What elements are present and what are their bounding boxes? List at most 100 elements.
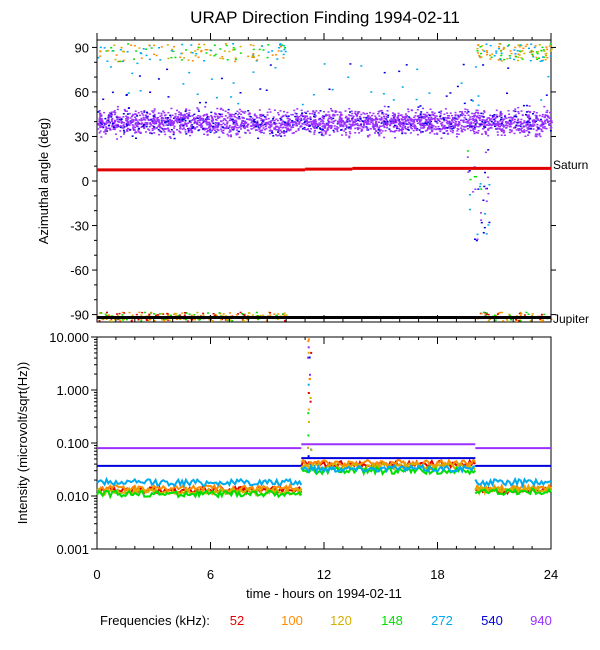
azimuth-point xyxy=(520,313,523,315)
azimuth-point xyxy=(144,123,147,126)
azimuth-point xyxy=(480,188,483,190)
azimuth-point xyxy=(475,131,478,133)
azimuth-point xyxy=(390,123,393,125)
azimuth-point xyxy=(218,123,221,126)
azimuth-point xyxy=(519,125,522,128)
azimuth-point xyxy=(546,57,549,59)
azimuth-point xyxy=(131,120,133,123)
azimuth-point xyxy=(478,54,481,57)
azimuth-point xyxy=(540,313,543,316)
azimuth-point xyxy=(204,121,207,123)
azimuth-point xyxy=(138,47,141,49)
azimuth-point xyxy=(347,117,350,119)
azimuth-point xyxy=(445,130,448,132)
azimuth-point xyxy=(487,120,490,123)
azimuth-point xyxy=(382,119,385,122)
azimuth-point xyxy=(487,313,490,316)
azimuth-point xyxy=(362,112,365,114)
azimuth-point xyxy=(130,44,133,46)
azimuth-point xyxy=(420,111,423,113)
azimuth-point xyxy=(411,127,414,130)
azimuth-point xyxy=(542,56,544,58)
azimuth-point xyxy=(500,130,503,133)
azimuth-point xyxy=(268,130,271,132)
azimuth-point xyxy=(269,64,272,66)
azimuth-point xyxy=(270,120,273,122)
azimuth-point xyxy=(140,119,143,121)
azimuth-point xyxy=(483,111,486,113)
azimuth-point xyxy=(176,129,178,131)
azimuth-point xyxy=(319,110,322,112)
azimuth-point xyxy=(182,114,185,117)
azimuth-point xyxy=(382,124,385,126)
azimuth-point xyxy=(287,120,290,122)
azimuth-point xyxy=(543,56,546,58)
azimuth-point xyxy=(542,319,545,321)
azimuth-point xyxy=(299,114,302,116)
azimuth-point xyxy=(533,46,536,49)
azimuth-point xyxy=(181,123,184,126)
azimuth-point xyxy=(131,319,134,321)
azimuth-point xyxy=(179,116,182,118)
azimuth-point xyxy=(430,120,432,123)
azimuth-point xyxy=(286,111,289,114)
azimuth-point xyxy=(252,71,255,73)
azimuth-point xyxy=(195,122,198,124)
azimuth-point xyxy=(294,112,297,114)
azimuth-point xyxy=(111,126,114,128)
azimuth-point xyxy=(99,130,102,132)
azimuth-point xyxy=(301,123,304,125)
azimuth-point xyxy=(293,124,295,126)
azimuth-point xyxy=(452,121,455,124)
azimuth-point xyxy=(137,128,140,131)
azimuth-point xyxy=(178,113,181,116)
azimuth-point xyxy=(174,113,177,115)
azimuth-point xyxy=(290,126,293,129)
azimuth-point xyxy=(285,314,288,316)
azimuth-point xyxy=(437,128,440,131)
intensity-y-tick-label: 0.100 xyxy=(56,436,89,451)
azimuth-point xyxy=(430,116,433,118)
azimuth-point xyxy=(209,122,211,125)
azimuth-point xyxy=(261,122,264,124)
burst-point xyxy=(307,412,310,415)
azimuth-point xyxy=(257,318,260,321)
azimuth-point xyxy=(275,54,278,56)
azimuth-point xyxy=(549,111,552,114)
azimuth-point xyxy=(350,123,353,126)
azimuth-point xyxy=(146,123,149,125)
legend-item-540: 540 xyxy=(481,613,503,628)
azimuth-point xyxy=(527,126,530,128)
azimuth-point xyxy=(527,130,530,133)
azimuth-point xyxy=(192,126,195,128)
azimuth-point xyxy=(393,113,396,115)
azimuth-point xyxy=(328,124,330,127)
azimuth-point xyxy=(346,121,349,123)
azimuth-point xyxy=(226,133,229,136)
azimuth-point xyxy=(424,130,427,132)
azimuth-point xyxy=(366,121,369,123)
azimuth-point xyxy=(171,48,174,51)
azimuth-point xyxy=(505,117,508,119)
azimuth-point xyxy=(173,122,175,124)
azimuth-point xyxy=(339,119,342,121)
azimuth-point xyxy=(382,93,385,95)
azimuth-point xyxy=(125,93,128,96)
azimuth-point xyxy=(190,124,193,127)
azimuth-point xyxy=(179,121,182,123)
azimuth-point xyxy=(457,125,460,127)
azimuth-point xyxy=(112,126,115,128)
azimuth-point xyxy=(502,119,505,121)
azimuth-point xyxy=(140,318,143,321)
azimuth-point xyxy=(170,107,173,110)
azimuth-point xyxy=(283,132,286,134)
azimuth-point xyxy=(448,115,450,117)
azimuth-point xyxy=(166,117,169,120)
azimuth-point xyxy=(466,150,469,152)
azimuth-point xyxy=(147,128,150,130)
azimuth-point xyxy=(274,126,277,128)
azimuth-point xyxy=(114,58,117,61)
azimuth-point xyxy=(518,45,521,48)
azimuth-point xyxy=(201,122,204,125)
azimuth-point xyxy=(240,110,243,112)
